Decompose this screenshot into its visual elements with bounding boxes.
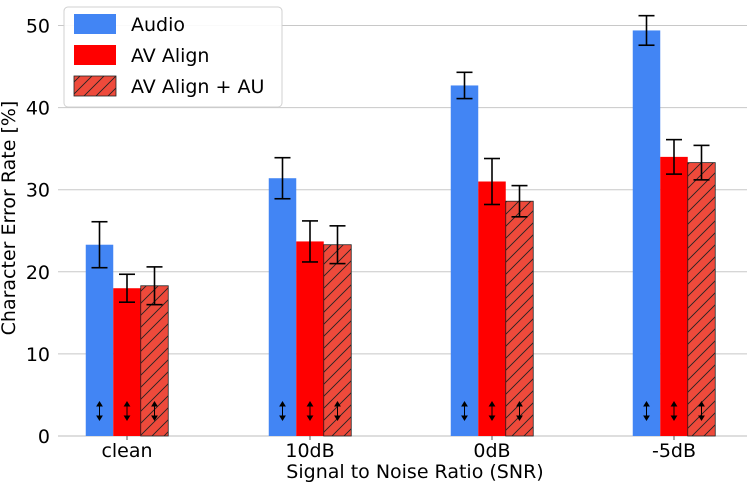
bars xyxy=(85,14,716,437)
legend-label: AV Align xyxy=(131,45,209,67)
double-arrow-icon xyxy=(334,401,341,421)
double-arrow-icon xyxy=(643,401,650,421)
legend-label: Audio xyxy=(131,14,185,36)
double-arrow-icon xyxy=(461,401,468,421)
error-bar xyxy=(511,184,528,218)
y-tick-label: 30 xyxy=(26,180,50,202)
bar xyxy=(478,181,506,436)
x-tick-label: clean xyxy=(101,440,152,462)
legend-swatch xyxy=(74,45,116,65)
bar xyxy=(632,30,661,436)
double-arrow-icon xyxy=(96,401,103,421)
double-arrow-icon xyxy=(670,401,678,421)
legend-swatch xyxy=(73,75,117,97)
bar xyxy=(660,156,688,436)
bar xyxy=(268,178,297,436)
legend: Audio AV Align AV Align + AU xyxy=(63,6,283,108)
error-bar xyxy=(302,220,318,263)
double-arrow-icon xyxy=(488,401,496,421)
bar xyxy=(687,162,716,437)
error-bar xyxy=(484,157,500,206)
x-tick-label: -5dB xyxy=(652,440,696,462)
error-bar xyxy=(456,71,473,100)
legend-swatch xyxy=(74,14,116,34)
bar xyxy=(505,200,534,437)
error-bar xyxy=(666,138,682,175)
x-tick-label: 10dB xyxy=(285,440,334,462)
error-bar xyxy=(119,273,135,303)
x-tick-label: 0dB xyxy=(473,440,510,462)
y-tick-label: 10 xyxy=(26,344,50,366)
double-arrow-icon xyxy=(306,401,314,421)
y-tick-label: 0 xyxy=(38,426,50,448)
y-axis-label: Character Error Rate [%] xyxy=(0,101,20,336)
y-tick-label: 40 xyxy=(26,98,50,120)
double-arrow-icon xyxy=(698,401,705,421)
bar xyxy=(450,85,479,436)
double-arrow-icon xyxy=(516,401,523,421)
y-axis-ticks: 0 10 20 30 40 50 xyxy=(26,16,50,448)
double-arrow-icon xyxy=(151,401,158,421)
double-arrow-icon xyxy=(279,401,286,421)
error-bar xyxy=(274,156,291,200)
error-bar xyxy=(329,225,346,265)
error-bar xyxy=(146,266,163,306)
legend-label: AV Align + AU xyxy=(131,76,264,98)
error-bar xyxy=(638,14,655,47)
y-tick-label: 20 xyxy=(26,262,50,284)
x-axis-label: Signal to Noise Ratio (SNR) xyxy=(286,461,543,483)
y-tick-label: 50 xyxy=(26,16,50,38)
error-bar xyxy=(91,220,108,269)
double-arrow-icon xyxy=(123,401,131,421)
x-axis-ticks: clean 10dB 0dB -5dB xyxy=(101,436,696,462)
legend-box xyxy=(63,6,283,108)
error-bar xyxy=(693,144,710,181)
